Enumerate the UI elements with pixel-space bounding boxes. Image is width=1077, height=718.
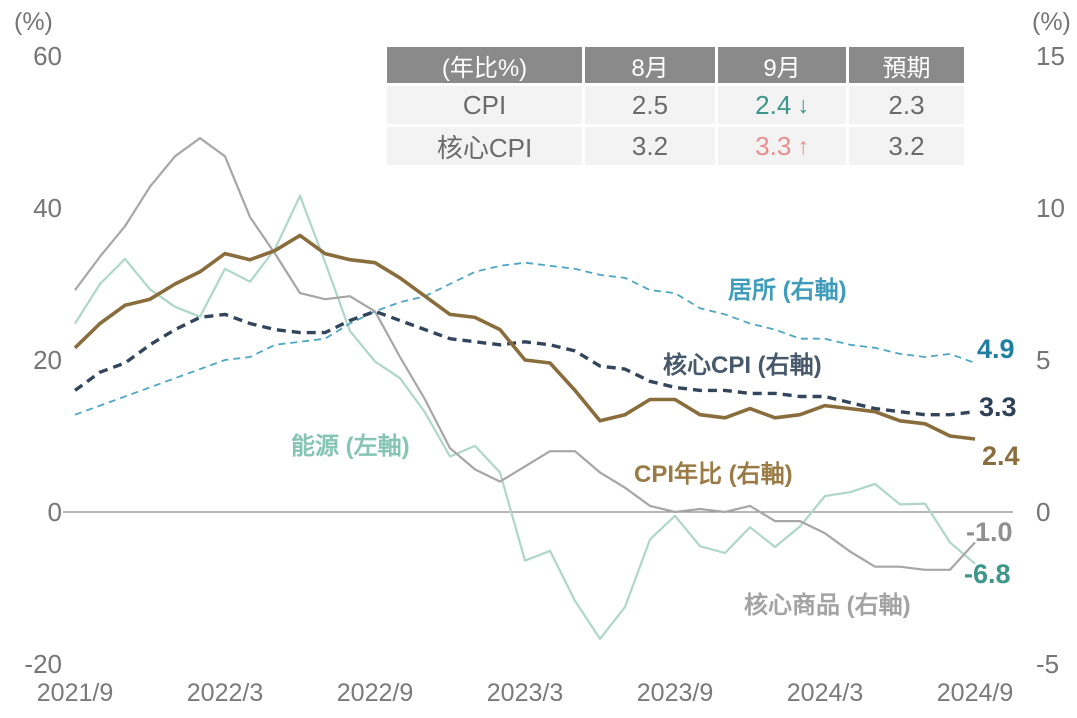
series-label-core-goods: 核心商品 (右軸): [744, 592, 911, 619]
x-axis-tick-2021-9: 2021/9: [36, 679, 114, 707]
right-axis-tick-5: 5: [1036, 345, 1051, 375]
end-value-core-goods: -1.0: [966, 517, 1013, 547]
table-cell-corecpi-forecast: 3.2: [849, 127, 964, 165]
up-arrow-icon: ↑: [797, 132, 809, 159]
series-line-core-cpi: [73, 309, 976, 417]
series-line-cpi: [73, 233, 976, 441]
table-cell-corecpi-label: 核心CPI: [387, 127, 582, 165]
series-line-core-goods: [74, 137, 976, 571]
series-label-energy: 能源 (左軸): [291, 433, 410, 460]
right-axis-tick-10: 10: [1036, 193, 1065, 223]
x-axis-tick-2022-3: 2022/3: [186, 679, 264, 707]
left-axis-unit: (%): [14, 8, 53, 36]
left-axis-tick-m20: -20: [24, 649, 62, 679]
end-value-shelter: 4.9: [977, 334, 1015, 364]
x-axis-tick-2022-9: 2022/9: [336, 679, 414, 707]
table-cell-cpi-aug: 2.5: [585, 86, 715, 124]
summary-table: (年比%) 8月 9月 預期 CPI 2.5 2.4 ↓ 2.3 核心CPI 3…: [387, 47, 964, 165]
series-line-energy: [74, 194, 976, 641]
right-axis-tick-m5: -5: [1036, 649, 1060, 679]
series-line-shelter: [74, 261, 976, 416]
end-value-core-cpi: 3.3: [979, 392, 1017, 422]
x-axis-tick-2023-3: 2023/3: [486, 679, 564, 707]
end-value-cpi: 2.4: [982, 441, 1020, 471]
left-axis-tick-0: 0: [47, 497, 62, 527]
down-arrow-icon: ↓: [797, 91, 809, 118]
table-header-august: 8月: [585, 47, 715, 83]
series-label-shelter: 居所 (右軸): [728, 277, 847, 304]
table-header-september: 9月: [718, 47, 846, 83]
table-header-metric: (年比%): [387, 47, 582, 83]
right-axis-unit: (%): [1032, 8, 1071, 36]
cpi-sep-value: 2.4: [755, 89, 792, 120]
series-label-cpi: CPI年比 (右軸): [634, 461, 793, 488]
x-axis-tick-2023-9: 2023/9: [636, 679, 714, 707]
left-axis-tick-40: 40: [33, 193, 62, 223]
left-axis-tick-20: 20: [33, 345, 62, 375]
end-value-energy: -6.8: [964, 559, 1011, 589]
left-axis-tick-60: 60: [33, 41, 62, 71]
x-axis-tick-2024-9: 2024/9: [936, 679, 1014, 707]
right-axis-tick-15: 15: [1036, 41, 1065, 71]
series-label-core-cpi: 核心CPI (右軸): [663, 352, 822, 379]
table-cell-cpi-forecast: 2.3: [849, 86, 964, 124]
x-axis-tick-2024-3: 2024/3: [786, 679, 864, 707]
corecpi-sep-value: 3.3: [755, 130, 792, 161]
table-cell-corecpi-sep: 3.3 ↑: [718, 127, 846, 165]
right-axis-tick-0: 0: [1036, 497, 1051, 527]
table-cell-corecpi-aug: 3.2: [585, 127, 715, 165]
table-header-forecast: 預期: [849, 47, 964, 83]
table-cell-cpi-label: CPI: [387, 86, 582, 124]
table-cell-cpi-sep: 2.4 ↓: [718, 86, 846, 124]
